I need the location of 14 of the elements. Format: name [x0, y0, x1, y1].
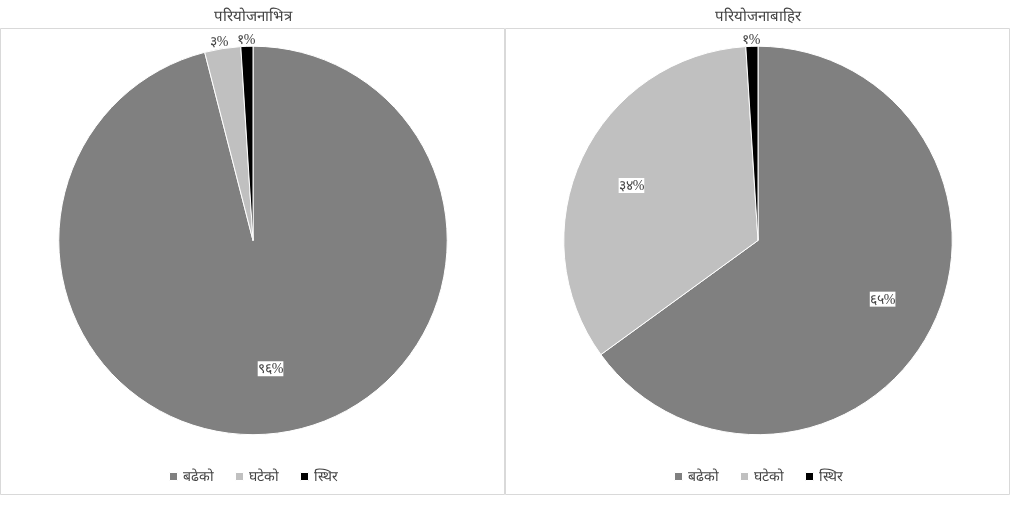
legend-label: घटेको	[753, 467, 784, 485]
legend-label: घटेको	[248, 467, 279, 485]
data-label: १%	[741, 31, 761, 47]
data-label: ३%	[209, 34, 229, 50]
chart-title: परियोजनाभित्र	[214, 6, 293, 24]
data-label: १%	[236, 31, 256, 47]
data-label: ९६%	[257, 361, 284, 377]
legend-label: बढेको	[182, 467, 214, 485]
data-label: ६५%	[869, 291, 896, 307]
legend-label: स्थिर	[818, 467, 843, 485]
legend-label: स्थिर	[313, 467, 338, 485]
chart-title: परियोजनाबाहिर	[715, 6, 802, 24]
legend-label: बढेको	[687, 467, 719, 485]
data-label: ३४%	[618, 177, 645, 193]
